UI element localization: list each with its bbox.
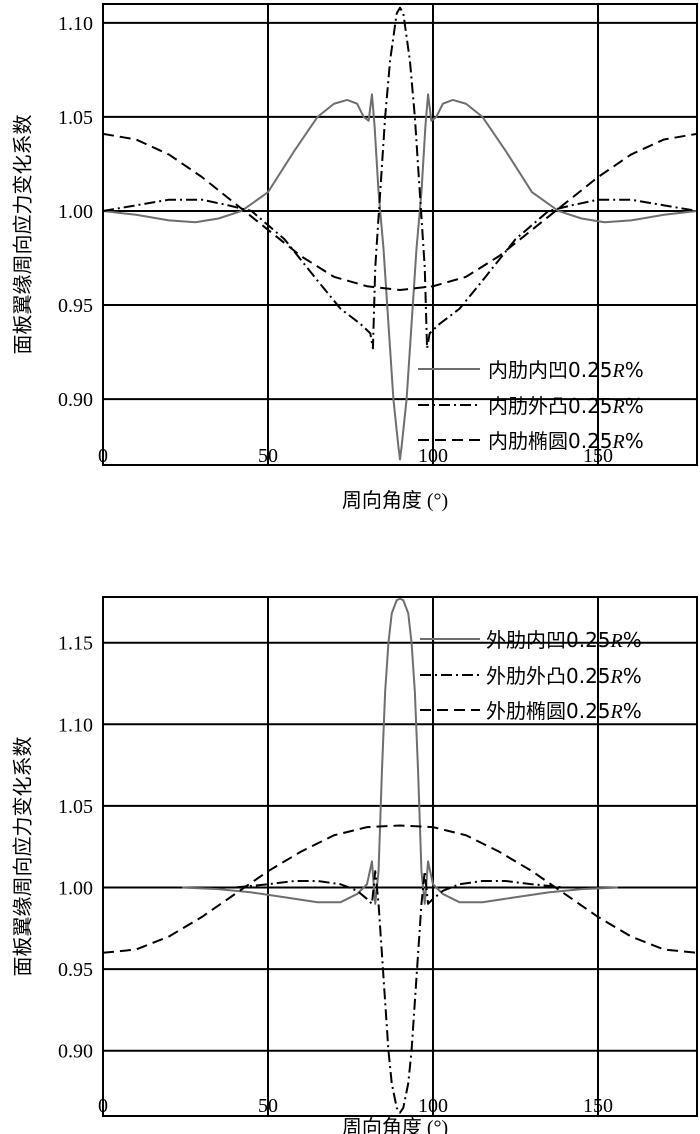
x-tick-label: 100 <box>418 1095 448 1117</box>
y-tick-label: 1.15 <box>58 633 93 655</box>
y-tick-label: 0.90 <box>58 1041 93 1063</box>
plot-frame <box>102 3 698 466</box>
series-line-3 <box>103 132 697 292</box>
y-tick-label: 0.95 <box>58 295 93 317</box>
y-tick-label: 1.10 <box>58 13 93 35</box>
x-tick-label: 150 <box>583 445 613 467</box>
x-axis-title: 周向角度 (°) <box>342 1116 448 1134</box>
y-tick-label: 1.00 <box>58 878 93 900</box>
y-tick-label: 1.00 <box>58 201 93 223</box>
legend-label-2: 外肋外凸0.25R% <box>486 664 642 688</box>
x-axis-title: 周向角度 (°) <box>342 489 448 512</box>
x-tick-label: 100 <box>418 445 448 467</box>
x-tick-label: 50 <box>258 1095 278 1117</box>
legend-label-1: 内肋内凹0.25R% <box>488 358 644 382</box>
plot-frame <box>102 596 698 1117</box>
series-line-3 <box>103 824 697 954</box>
chart-bottom: 0.90 0.95 1.00 1.05 1.10 1.15 0 50 100 150 周向角度 (°… <box>11 596 698 1134</box>
legend-label-3: 外肋椭圆0.25R% <box>486 699 642 723</box>
chart-top: 0.90 0.95 1.00 1.05 1.10 0 50 100 150 周向角度 (°) 面板翼… <box>11 3 698 512</box>
x-tick-label: 150 <box>583 1095 613 1117</box>
y-axis-title: 面板翼缘周向应力变化系数 <box>11 737 35 977</box>
series-line-1 <box>182 597 618 905</box>
y-tick-label: 0.95 <box>58 959 93 981</box>
y-tick-label: 1.10 <box>58 714 93 736</box>
legend-label-1: 外肋内凹0.25R% <box>486 628 642 652</box>
series-line-2 <box>103 6 697 350</box>
x-tick-label: 0 <box>98 1095 108 1117</box>
legend-label-3: 内肋椭圆0.25R% <box>488 429 644 453</box>
x-tick-label: 50 <box>258 445 278 467</box>
y-tick-label: 0.90 <box>58 389 93 411</box>
y-tick-label: 1.05 <box>58 107 93 129</box>
y-tick-label: 1.05 <box>58 796 93 818</box>
legend-label-2: 内肋外凸0.25R% <box>488 394 644 418</box>
y-axis-title: 面板翼缘周向应力变化系数 <box>11 115 35 355</box>
x-tick-label: 0 <box>98 445 108 467</box>
series-line-2 <box>234 870 566 1114</box>
series-line-1 <box>103 93 697 461</box>
